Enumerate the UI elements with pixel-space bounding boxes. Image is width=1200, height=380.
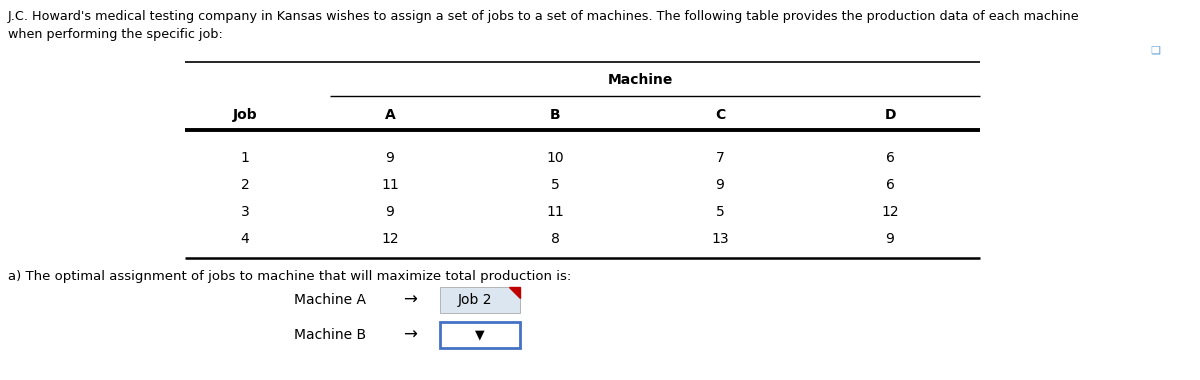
Text: 12: 12: [382, 232, 398, 246]
Text: →: →: [403, 291, 416, 309]
Text: when performing the specific job:: when performing the specific job:: [8, 28, 223, 41]
Text: 10: 10: [546, 151, 564, 165]
Text: 13: 13: [712, 232, 728, 246]
Text: Job: Job: [233, 108, 257, 122]
Text: C: C: [715, 108, 725, 122]
Text: B: B: [550, 108, 560, 122]
Text: 3: 3: [241, 205, 250, 219]
Bar: [440, 287, 520, 313]
Text: D: D: [884, 108, 895, 122]
Text: 2: 2: [241, 178, 250, 192]
Text: ❏: ❏: [1150, 45, 1160, 55]
Text: 9: 9: [385, 205, 395, 219]
Bar: [440, 322, 520, 348]
Text: 12: 12: [881, 205, 899, 219]
Text: 4: 4: [241, 232, 250, 246]
Text: 9: 9: [715, 178, 725, 192]
Text: 7: 7: [715, 151, 725, 165]
Text: 6: 6: [886, 151, 894, 165]
Text: ▼: ▼: [475, 328, 485, 342]
Text: Machine A: Machine A: [294, 293, 366, 307]
Text: 9: 9: [886, 232, 894, 246]
Text: Machine B: Machine B: [294, 328, 366, 342]
Polygon shape: [509, 287, 520, 298]
Text: 5: 5: [551, 178, 559, 192]
Text: Job 2: Job 2: [458, 293, 492, 307]
Text: J.C. Howard's medical testing company in Kansas wishes to assign a set of jobs t: J.C. Howard's medical testing company in…: [8, 10, 1080, 23]
Text: 8: 8: [551, 232, 559, 246]
Text: 11: 11: [546, 205, 564, 219]
Text: 6: 6: [886, 178, 894, 192]
Text: Machine: Machine: [607, 73, 673, 87]
Text: a) The optimal assignment of jobs to machine that will maximize total production: a) The optimal assignment of jobs to mac…: [8, 270, 571, 283]
Text: 9: 9: [385, 151, 395, 165]
Text: 11: 11: [382, 178, 398, 192]
Text: A: A: [385, 108, 395, 122]
Text: 5: 5: [715, 205, 725, 219]
Text: →: →: [403, 326, 416, 344]
Text: 1: 1: [240, 151, 250, 165]
